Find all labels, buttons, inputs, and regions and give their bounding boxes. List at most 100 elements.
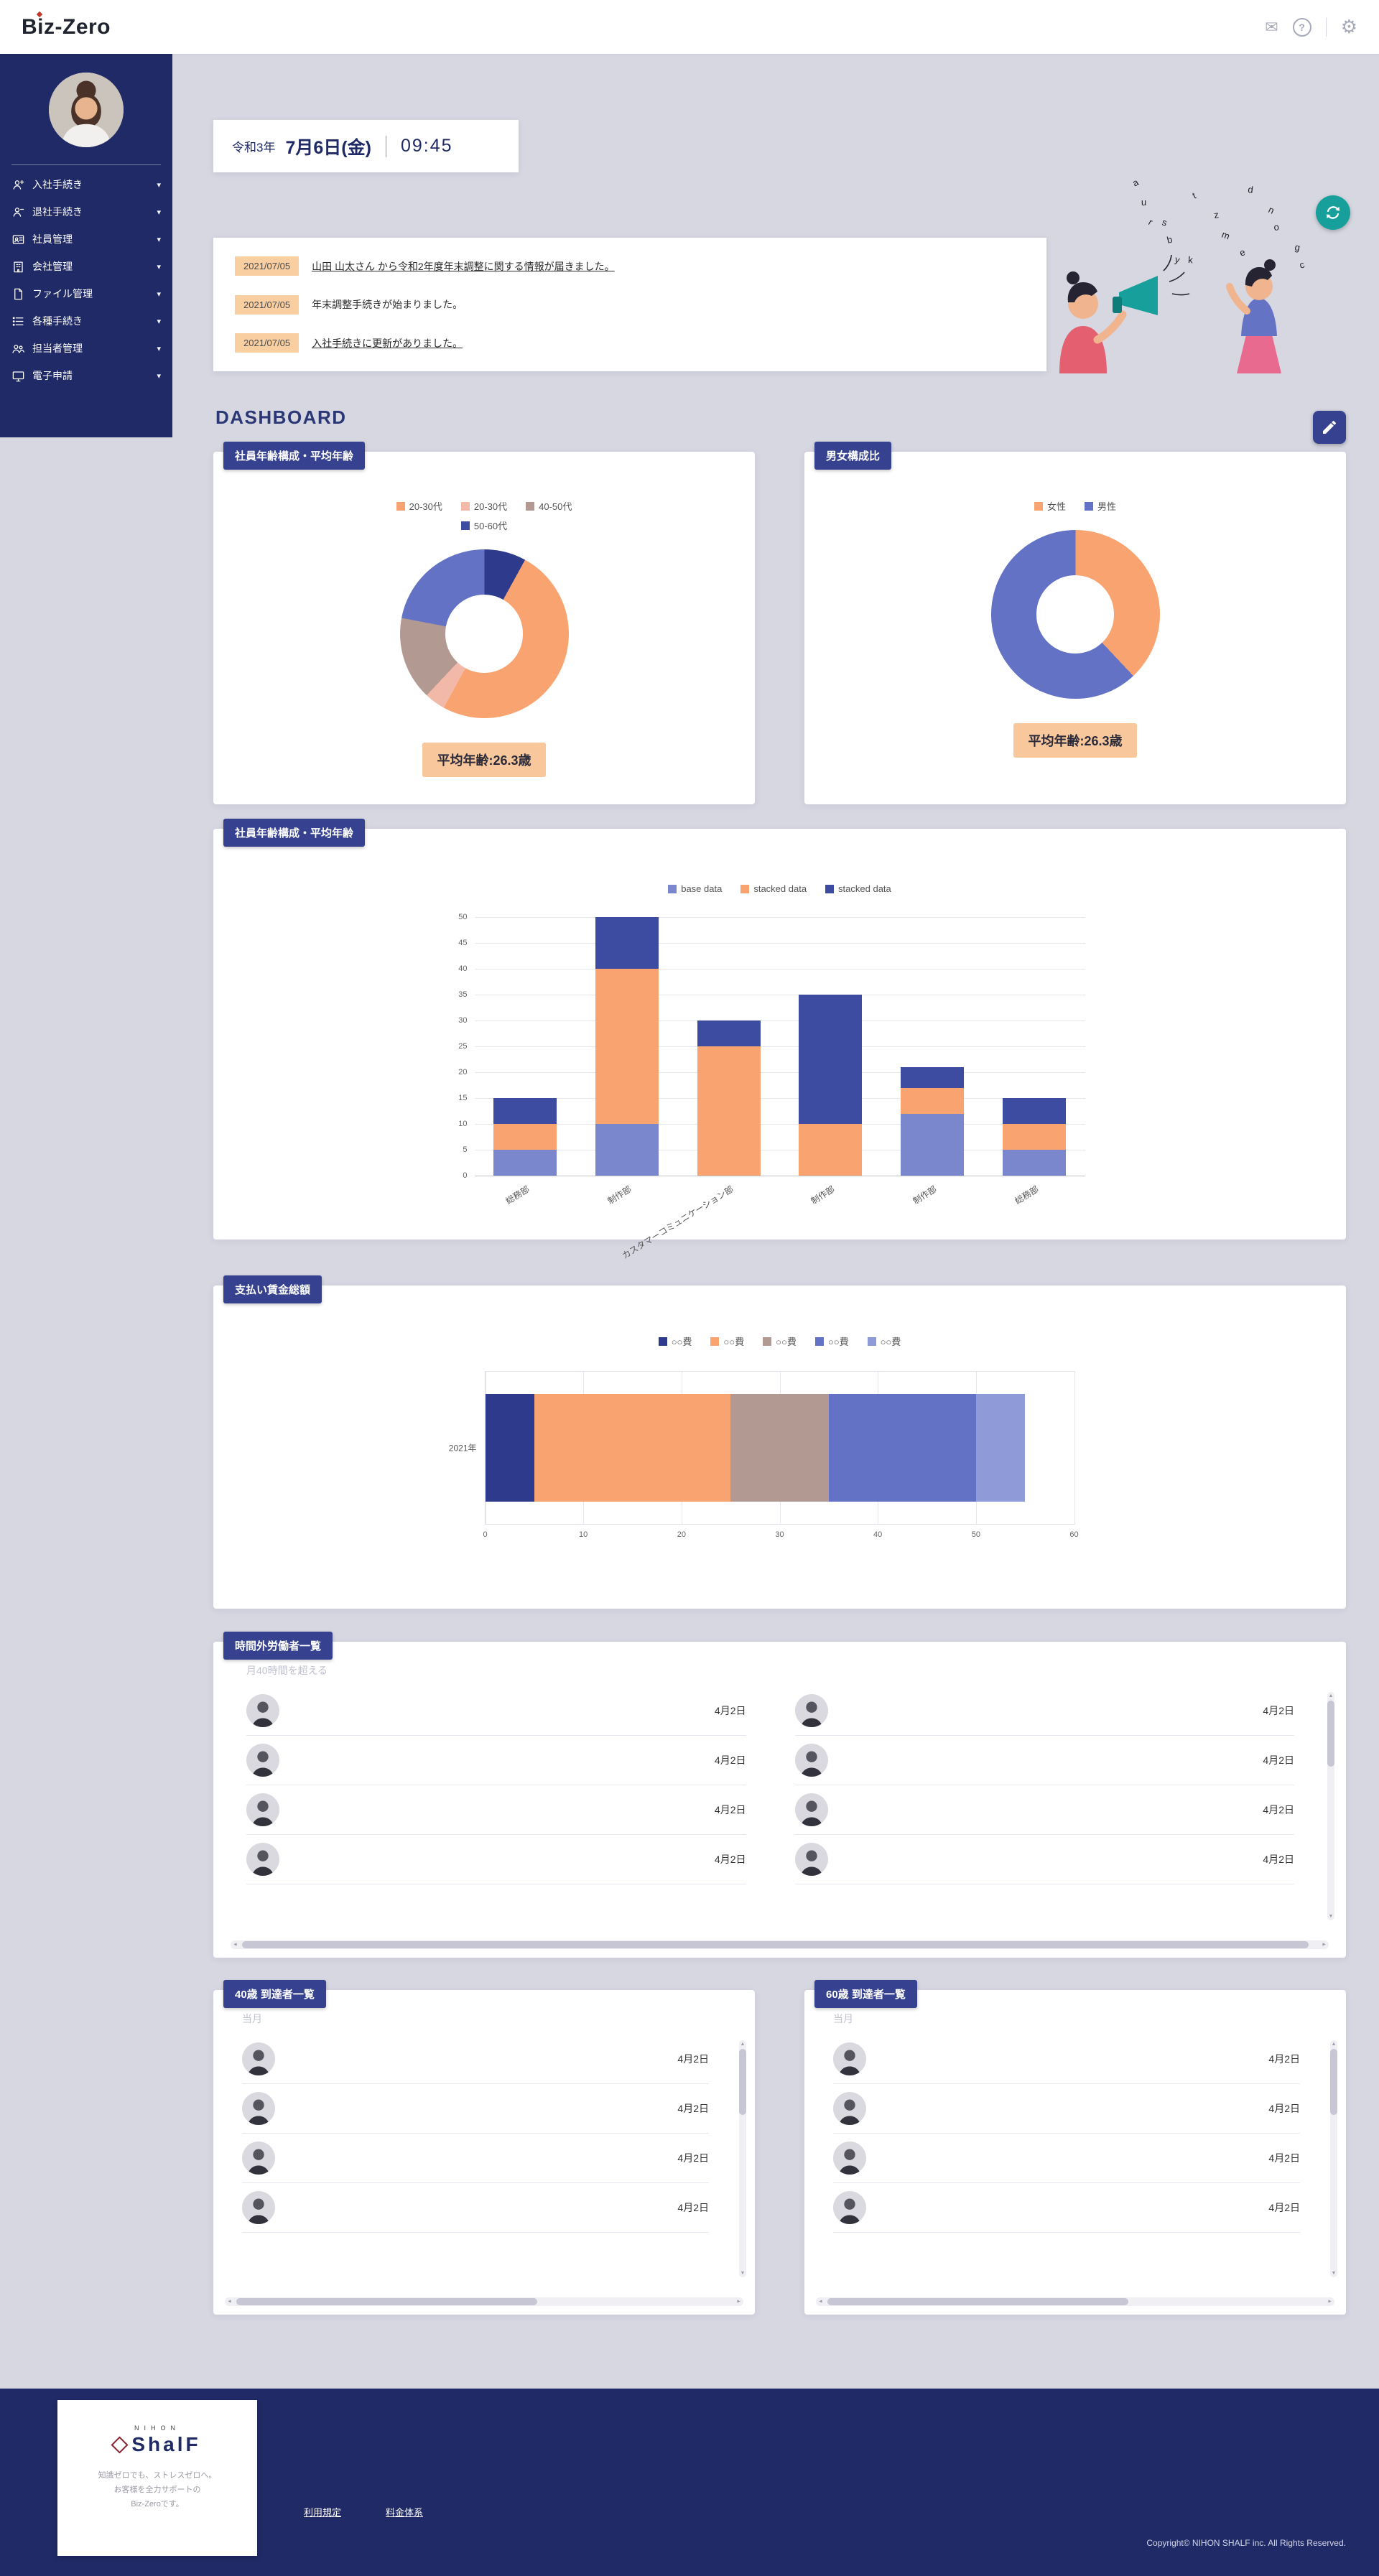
brand-name-text: ShalF bbox=[131, 2433, 201, 2455]
sidebar-item-company-mgmt[interactable]: 会社管理 ▾ bbox=[0, 253, 172, 280]
chart-legend: 女性 男性 bbox=[1025, 496, 1125, 516]
scrollbar-thumb[interactable] bbox=[1327, 1701, 1334, 1767]
scroll-left-icon[interactable]: ◄ bbox=[227, 2299, 232, 2305]
avatar bbox=[833, 2092, 866, 2125]
legend-item: 40-50代 bbox=[526, 499, 572, 513]
avatar bbox=[794, 1793, 828, 1826]
scroll-left-icon[interactable]: ◄ bbox=[233, 1942, 238, 1948]
gear-icon[interactable]: ⚙ bbox=[1340, 16, 1357, 37]
x-axis-label: 総務部 bbox=[503, 1184, 531, 1206]
y-axis-tick: 40 bbox=[458, 964, 468, 973]
scroll-right-icon[interactable]: ► bbox=[1327, 2299, 1332, 2305]
avatar bbox=[246, 1694, 279, 1727]
scrollbar-thumb[interactable] bbox=[739, 2049, 746, 2115]
sidebar-item-e-application[interactable]: 電子申請 ▾ bbox=[0, 362, 172, 389]
list-item[interactable]: 4月2日 bbox=[246, 1835, 746, 1884]
bar-segment bbox=[1002, 1098, 1066, 1124]
scatter-letter: b bbox=[1166, 234, 1174, 246]
list-item[interactable]: 4月2日 bbox=[794, 1686, 1294, 1736]
list-item[interactable]: 4月2日 bbox=[833, 2035, 1300, 2084]
date-label: 4月2日 bbox=[1263, 1705, 1294, 1716]
scatter-letter: g bbox=[1294, 241, 1301, 253]
sidebar-item-label: 会社管理 bbox=[32, 261, 73, 272]
bar-segment bbox=[493, 1150, 557, 1176]
bar-segment bbox=[900, 1087, 964, 1114]
bars bbox=[475, 917, 1085, 1176]
vertical-scrollbar[interactable]: ▲ ▼ bbox=[1327, 1692, 1334, 1920]
sidebar-item-label: ファイル管理 bbox=[32, 288, 93, 299]
sidebar-item-offboarding[interactable]: 退社手続き ▾ bbox=[0, 198, 172, 225]
x-axis-tick: 30 bbox=[775, 1530, 784, 1539]
scroll-down-icon[interactable]: ▼ bbox=[1328, 1914, 1334, 1919]
list-item[interactable]: 4月2日 bbox=[794, 1835, 1294, 1884]
list-item[interactable]: 4月2日 bbox=[246, 1785, 746, 1835]
terms-link[interactable]: 利用規定 bbox=[304, 2507, 342, 2518]
list-item[interactable]: 4月2日 bbox=[833, 2134, 1300, 2183]
bar-segment bbox=[900, 1113, 964, 1176]
date-label: 4月2日 bbox=[1263, 1804, 1294, 1815]
profile-avatar[interactable] bbox=[49, 73, 124, 147]
overtime-workers-card: 時間外労働者一覧 月40時間を超える 4月2日 4月2日 4月2日 4月2日 4月2日… bbox=[213, 1632, 1346, 1958]
help-icon[interactable]: ? bbox=[1292, 17, 1311, 37]
scrollbar-thumb[interactable] bbox=[236, 2298, 537, 2305]
scroll-up-icon[interactable]: ▲ bbox=[740, 2042, 746, 2047]
bar bbox=[1002, 1098, 1066, 1176]
age60-list: 4月2日 4月2日 4月2日 4月2日 bbox=[833, 2035, 1300, 2233]
scroll-right-icon[interactable]: ► bbox=[1322, 1942, 1327, 1948]
sidebar-item-onboarding[interactable]: 入社手続き ▾ bbox=[0, 171, 172, 198]
pricing-link[interactable]: 料金体系 bbox=[386, 2507, 424, 2518]
vertical-scrollbar[interactable]: ▲ ▼ bbox=[1330, 2040, 1337, 2277]
gridline bbox=[474, 1124, 1085, 1125]
notification-link[interactable]: 入社手続きに更新がありました。 bbox=[312, 337, 463, 349]
date-label: 4月2日 bbox=[1263, 1754, 1294, 1766]
scroll-up-icon[interactable]: ▲ bbox=[1328, 1693, 1334, 1698]
horizontal-scrollbar[interactable]: ◄ ► bbox=[231, 1940, 1329, 1949]
legend-swatch bbox=[460, 521, 470, 530]
avatar bbox=[833, 2191, 866, 2224]
list-item[interactable]: 4月2日 bbox=[242, 2084, 709, 2134]
gridline bbox=[474, 943, 1085, 944]
list-item[interactable]: 4月2日 bbox=[242, 2035, 709, 2084]
list-item[interactable]: 4月2日 bbox=[833, 2084, 1300, 2134]
notification-row: 2021/07/05 山田 山太さん から令和2年度年末調整に関する情報が届きま… bbox=[235, 256, 1025, 276]
list-item[interactable]: 4月2日 bbox=[794, 1785, 1294, 1835]
y-axis-tick: 50 bbox=[458, 913, 468, 921]
era-label: 令和3年 bbox=[232, 141, 276, 154]
scatter-letter: o bbox=[1273, 221, 1280, 233]
person-remove-icon bbox=[11, 205, 25, 219]
mail-icon[interactable]: ✉ bbox=[1265, 17, 1278, 36]
scrollbar-thumb[interactable] bbox=[1330, 2049, 1337, 2115]
scroll-right-icon[interactable]: ► bbox=[736, 2299, 741, 2305]
list-item[interactable]: 4月2日 bbox=[246, 1686, 746, 1736]
scrollbar-thumb[interactable] bbox=[242, 1941, 1309, 1948]
scroll-down-icon[interactable]: ▼ bbox=[1331, 2271, 1337, 2276]
list-item[interactable]: 4月2日 bbox=[242, 2134, 709, 2183]
date-label: 4月2日 bbox=[1263, 1854, 1294, 1865]
sidebar-item-procedures[interactable]: 各種手続き ▾ bbox=[0, 307, 172, 335]
bar-segment bbox=[595, 1124, 659, 1176]
x-axis-tick: 0 bbox=[483, 1530, 488, 1539]
scroll-up-icon[interactable]: ▲ bbox=[1331, 2042, 1337, 2047]
horizontal-scrollbar[interactable]: ◄ ► bbox=[225, 2297, 743, 2306]
vertical-scrollbar[interactable]: ▲ ▼ bbox=[739, 2040, 746, 2277]
footer-brand-card: NIHON ShalF 知識ゼロでも、ストレスゼロへ。 お客様を全力サポートの … bbox=[57, 2400, 257, 2556]
list-item[interactable]: 4月2日 bbox=[242, 2183, 709, 2233]
horizontal-scrollbar[interactable]: ◄ ► bbox=[816, 2297, 1334, 2306]
scroll-down-icon[interactable]: ▼ bbox=[740, 2271, 746, 2276]
notification-link[interactable]: 山田 山太さん から令和2年度年末調整に関する情報が届きました。 bbox=[312, 260, 615, 272]
app-logo[interactable]: Biz-Zero bbox=[22, 11, 111, 39]
scrollbar-thumb[interactable] bbox=[827, 2298, 1128, 2305]
sidebar-item-file-mgmt[interactable]: ファイル管理 ▾ bbox=[0, 280, 172, 307]
date-card: 令和3年 7月6日(金) 09:45 bbox=[213, 120, 519, 172]
y-axis-tick: 45 bbox=[458, 939, 468, 947]
refresh-button[interactable] bbox=[1316, 195, 1350, 230]
list-item[interactable]: 4月2日 bbox=[794, 1736, 1294, 1785]
edit-dashboard-button[interactable] bbox=[1313, 411, 1346, 444]
date-label: 4月2日 bbox=[714, 1705, 746, 1716]
sidebar-item-employee-mgmt[interactable]: 社員管理 ▾ bbox=[0, 225, 172, 253]
scroll-left-icon[interactable]: ◄ bbox=[818, 2299, 823, 2305]
list-item[interactable]: 4月2日 bbox=[833, 2183, 1300, 2233]
sidebar-item-staff-mgmt[interactable]: 担当者管理 ▾ bbox=[0, 335, 172, 362]
list-item[interactable]: 4月2日 bbox=[246, 1736, 746, 1785]
y-axis-tick: 0 bbox=[463, 1171, 468, 1180]
